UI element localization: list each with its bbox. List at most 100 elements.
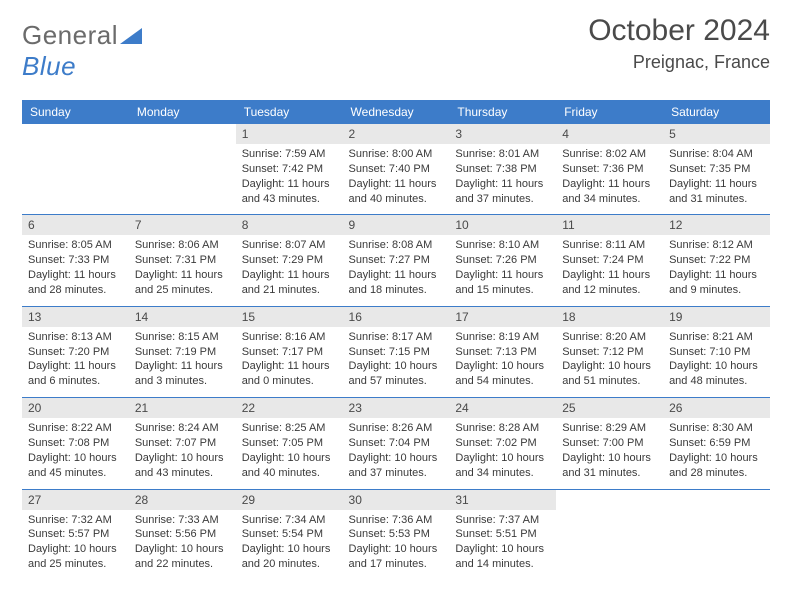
sunrise-line: Sunrise: 8:20 AM [562, 331, 646, 343]
day-number: 16 [343, 307, 450, 327]
day-number: 3 [449, 124, 556, 144]
day-number: 27 [22, 490, 129, 510]
sunset-line: Sunset: 5:57 PM [28, 528, 109, 540]
sunset-line: Sunset: 5:54 PM [242, 528, 323, 540]
sunrise-line: Sunrise: 8:15 AM [135, 331, 219, 343]
day-number: 20 [22, 398, 129, 418]
sunrise-line: Sunrise: 7:36 AM [349, 514, 433, 526]
calendar-day-cell: 27Sunrise: 7:32 AMSunset: 5:57 PMDayligh… [22, 489, 129, 580]
sunrise-line: Sunrise: 8:10 AM [455, 239, 539, 251]
calendar-day-cell [556, 489, 663, 580]
day-details: Sunrise: 7:59 AMSunset: 7:42 PMDaylight:… [236, 144, 343, 214]
day-details: Sunrise: 8:20 AMSunset: 7:12 PMDaylight:… [556, 327, 663, 397]
sunset-line: Sunset: 7:07 PM [135, 437, 216, 449]
sunrise-line: Sunrise: 8:17 AM [349, 331, 433, 343]
sunrise-line: Sunrise: 7:32 AM [28, 514, 112, 526]
weekday-sat: Saturday [663, 100, 770, 124]
day-number: 2 [343, 124, 450, 144]
sunrise-line: Sunrise: 8:30 AM [669, 422, 753, 434]
day-number: 22 [236, 398, 343, 418]
sunrise-line: Sunrise: 8:26 AM [349, 422, 433, 434]
day-details: Sunrise: 8:16 AMSunset: 7:17 PMDaylight:… [236, 327, 343, 397]
day-details: Sunrise: 8:26 AMSunset: 7:04 PMDaylight:… [343, 418, 450, 488]
sunset-line: Sunset: 7:17 PM [242, 346, 323, 358]
sunset-line: Sunset: 7:02 PM [455, 437, 536, 449]
weekday-header-row: Sunday Monday Tuesday Wednesday Thursday… [22, 100, 770, 124]
daylight-line: Daylight: 10 hours and 31 minutes. [562, 452, 651, 479]
sunset-line: Sunset: 5:51 PM [455, 528, 536, 540]
day-number: 30 [343, 490, 450, 510]
sunset-line: Sunset: 7:26 PM [455, 254, 536, 266]
daylight-line: Daylight: 10 hours and 40 minutes. [242, 452, 331, 479]
sunset-line: Sunset: 7:05 PM [242, 437, 323, 449]
day-number: 11 [556, 215, 663, 235]
sunset-line: Sunset: 7:13 PM [455, 346, 536, 358]
day-number: 12 [663, 215, 770, 235]
calendar-day-cell: 28Sunrise: 7:33 AMSunset: 5:56 PMDayligh… [129, 489, 236, 580]
sunset-line: Sunset: 7:27 PM [349, 254, 430, 266]
sunrise-line: Sunrise: 8:28 AM [455, 422, 539, 434]
day-details: Sunrise: 8:28 AMSunset: 7:02 PMDaylight:… [449, 418, 556, 488]
sunrise-line: Sunrise: 8:07 AM [242, 239, 326, 251]
daylight-line: Daylight: 11 hours and 34 minutes. [562, 178, 650, 205]
day-details: Sunrise: 8:10 AM Sunset: 7:26 PM Daylight:… [449, 235, 556, 305]
weekday-tue: Tuesday [236, 100, 343, 124]
day-number: 28 [129, 490, 236, 510]
sunset-line: Sunset: 5:56 PM [135, 528, 216, 540]
sunset-line: Sunset: 7:31 PM [135, 254, 216, 266]
sunset-line: Sunset: 7:24 PM [562, 254, 643, 266]
daylight-line: Daylight: 11 hours and 31 minutes. [669, 178, 757, 205]
calendar-day-cell: 1Sunrise: 7:59 AMSunset: 7:42 PMDaylight… [236, 124, 343, 215]
logo-word-2: Blue [22, 51, 76, 81]
calendar-day-cell: 31Sunrise: 7:37 AMSunset: 5:51 PMDayligh… [449, 489, 556, 580]
day-number: 1 [236, 124, 343, 144]
sunset-line: Sunset: 7:38 PM [455, 163, 536, 175]
calendar-day-cell: 22Sunrise: 8:25 AMSunset: 7:05 PMDayligh… [236, 398, 343, 489]
calendar-day-cell: 12Sunrise: 8:12 AMSunset: 7:22 PMDayligh… [663, 215, 770, 306]
sunset-line: Sunset: 7:36 PM [562, 163, 643, 175]
calendar-day-cell: 3Sunrise: 8:01 AMSunset: 7:38 PMDaylight… [449, 124, 556, 215]
daylight-line: Daylight: 11 hours and 9 minutes. [669, 269, 757, 296]
sunrise-line: Sunrise: 8:08 AM [349, 239, 433, 251]
day-number: 23 [343, 398, 450, 418]
day-details: Sunrise: 8:05 AMSunset: 7:33 PMDaylight:… [22, 235, 129, 305]
day-number: 17 [449, 307, 556, 327]
day-number: 26 [663, 398, 770, 418]
day-details: Sunrise: 8:21 AMSunset: 7:10 PMDaylight:… [663, 327, 770, 397]
sunset-line: Sunset: 7:00 PM [562, 437, 643, 449]
daylight-line: Daylight: 10 hours and 48 minutes. [669, 360, 758, 387]
day-number: 4 [556, 124, 663, 144]
day-details: Sunrise: 8:29 AMSunset: 7:00 PMDaylight:… [556, 418, 663, 488]
daylight-line: Daylight: 11 hours and 12 minutes. [562, 269, 650, 296]
day-details: Sunrise: 8:08 AMSunset: 7:27 PMDaylight:… [343, 235, 450, 305]
daylight-line: Daylight: 10 hours and 37 minutes. [349, 452, 438, 479]
sunrise-line: Sunrise: 8:12 AM [669, 239, 753, 251]
daylight-line: Daylight: 11 hours and 37 minutes. [455, 178, 543, 205]
sunrise-line: Sunrise: 8:11 AM [562, 239, 645, 251]
weekday-fri: Friday [556, 100, 663, 124]
day-details: Sunrise: 7:36 AMSunset: 5:53 PMDaylight:… [343, 510, 450, 580]
day-number: 18 [556, 307, 663, 327]
calendar-day-cell: 17Sunrise: 8:19 AMSunset: 7:13 PMDayligh… [449, 306, 556, 397]
daylight-line: Daylight: 11 hours and 3 minutes. [135, 360, 223, 387]
day-details: Sunrise: 8:02 AM Sunset: 7:36 PM Daylight:… [556, 144, 663, 214]
day-details: Sunrise: 7:37 AMSunset: 5:51 PMDaylight:… [449, 510, 556, 580]
sunset-line: Sunset: 7:42 PM [242, 163, 323, 175]
calendar-week-row: 1Sunrise: 7:59 AMSunset: 7:42 PMDaylight… [22, 124, 770, 215]
calendar-day-cell: 19Sunrise: 8:21 AMSunset: 7:10 PMDayligh… [663, 306, 770, 397]
day-number: 25 [556, 398, 663, 418]
day-details: Sunrise: 7:34 AMSunset: 5:54 PMDaylight:… [236, 510, 343, 580]
sunrise-line: Sunrise: 8:02 AM [562, 148, 646, 160]
day-number: 15 [236, 307, 343, 327]
sunset-line: Sunset: 7:12 PM [562, 346, 643, 358]
daylight-line: Daylight: 10 hours and 45 minutes. [28, 452, 117, 479]
sunset-line: Sunset: 7:40 PM [349, 163, 430, 175]
calendar-day-cell: 7Sunrise: 8:06 AMSunset: 7:31 PMDaylight… [129, 215, 236, 306]
sunset-line: Sunset: 7:10 PM [669, 346, 750, 358]
day-details: Sunrise: 8:07 AMSunset: 7:29 PMDaylight:… [236, 235, 343, 305]
daylight-line: Daylight: 11 hours and 15 minutes. [455, 269, 543, 296]
empty-day [663, 490, 770, 568]
calendar-day-cell: 16Sunrise: 8:17 AMSunset: 7:15 PMDayligh… [343, 306, 450, 397]
sunset-line: Sunset: 6:59 PM [669, 437, 750, 449]
daylight-line: Daylight: 10 hours and 54 minutes. [455, 360, 544, 387]
